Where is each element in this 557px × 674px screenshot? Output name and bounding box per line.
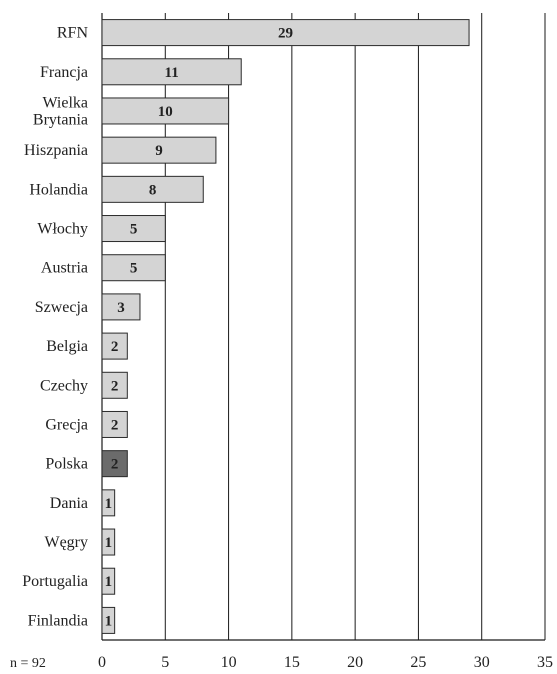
x-tick-label: 5 [161, 654, 169, 671]
x-tick-label: 15 [284, 654, 300, 671]
bar-value-label: 11 [165, 65, 179, 81]
sample-size-note: n = 92 [10, 656, 46, 671]
bar-value-label: 5 [130, 261, 138, 277]
bar-value-label: 10 [158, 104, 173, 120]
bar [101, 606, 116, 634]
category-label: Hiszpania [24, 142, 88, 159]
x-axis-tick-labels: 0 5 10 15 20 25 30 35 [98, 654, 553, 671]
bar [101, 489, 116, 517]
bar [101, 136, 217, 164]
category-label: Szwecja [35, 299, 88, 316]
category-label: Polska [45, 456, 88, 473]
x-tick-label: 35 [537, 654, 553, 671]
bar-value-label: 9 [155, 143, 163, 159]
bar [101, 97, 230, 125]
category-label: RFN [57, 25, 89, 42]
bar-value-label: 3 [117, 300, 125, 316]
bar [101, 175, 204, 203]
category-label: Austria [41, 260, 88, 277]
bar [101, 254, 166, 282]
bar-value-label: 1 [105, 574, 113, 590]
bar-value-label: 1 [105, 535, 113, 551]
bar [101, 332, 128, 360]
bar [101, 567, 116, 595]
category-label: Wielka Brytania [33, 94, 88, 128]
category-label: Włochy [37, 221, 88, 238]
category-label: Dania [50, 495, 88, 512]
category-label: Belgia [46, 338, 88, 355]
x-tick-label: 0 [98, 654, 106, 671]
bar-value-label: 1 [105, 613, 113, 629]
category-label: Grecja [45, 416, 88, 433]
bar [101, 371, 128, 399]
bar-value-label: 1 [105, 496, 113, 512]
x-tick-label: 10 [221, 654, 237, 671]
bar-value-label: 2 [111, 378, 119, 394]
bar-value-label: 2 [111, 339, 119, 355]
x-tick-label: 20 [347, 654, 363, 671]
bar [101, 58, 242, 86]
category-label: Francja [40, 64, 88, 81]
bar [101, 450, 128, 478]
x-tick-label: 25 [410, 654, 426, 671]
category-label: Portugalia [22, 573, 88, 590]
category-labels: RFN Francja Wielka Brytania Hiszpania Holandi… [22, 25, 88, 630]
bar-value-label: 2 [111, 417, 119, 433]
bar [101, 410, 128, 438]
category-label: Finlandia [28, 612, 88, 629]
bar-value-label: 2 [111, 457, 119, 473]
category-label: Holandia [29, 181, 88, 198]
bar-value-label: 8 [149, 182, 157, 198]
bar [101, 19, 470, 47]
bar [101, 215, 166, 243]
bar [101, 293, 141, 321]
category-label: Węgry [44, 534, 88, 551]
bar-value-label: 29 [278, 26, 293, 42]
bar-value-label: 5 [130, 222, 138, 238]
category-label: Czechy [40, 377, 88, 394]
x-tick-label: 30 [474, 654, 490, 671]
bar [101, 528, 116, 556]
